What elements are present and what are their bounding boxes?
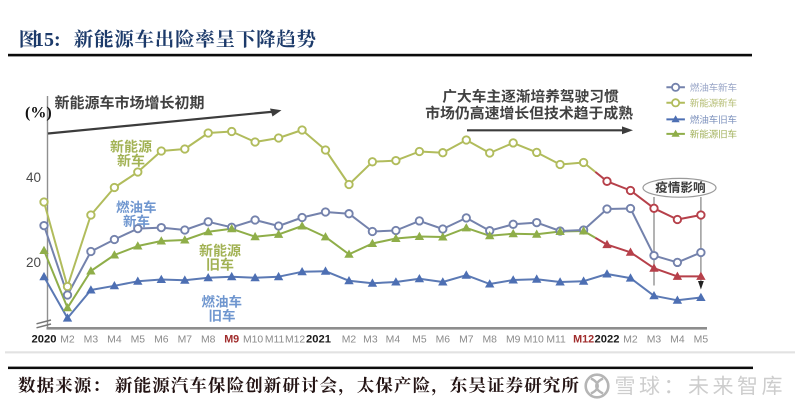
svg-text:M7: M7	[459, 335, 474, 346]
svg-text:M9: M9	[506, 335, 521, 346]
svg-text:M3: M3	[647, 335, 662, 346]
svg-text:M2: M2	[342, 335, 357, 346]
svg-text:M10: M10	[243, 335, 263, 346]
svg-text:M6: M6	[436, 335, 451, 346]
svg-text:M2: M2	[60, 335, 75, 346]
svg-text:M6: M6	[154, 335, 169, 346]
svg-text:M7: M7	[178, 335, 193, 346]
svg-text:40: 40	[26, 170, 41, 185]
svg-text:M3: M3	[363, 335, 378, 346]
svg-text:20: 20	[26, 255, 41, 270]
svg-text:M4: M4	[386, 335, 401, 346]
svg-text:M5: M5	[694, 335, 709, 346]
svg-text:M8: M8	[201, 335, 216, 346]
svg-text:15:: 15:	[34, 29, 61, 51]
svg-text:M11: M11	[265, 335, 285, 346]
svg-text:M8: M8	[482, 335, 497, 346]
svg-text:2022: 2022	[595, 334, 620, 346]
svg-text:M4: M4	[107, 335, 122, 346]
svg-text:M4: M4	[670, 335, 685, 346]
svg-text:M12: M12	[573, 334, 594, 346]
svg-text:M11: M11	[546, 335, 566, 346]
svg-text:2020: 2020	[32, 334, 57, 346]
svg-text:M9: M9	[224, 334, 239, 346]
svg-text:M5: M5	[131, 335, 146, 346]
svg-text:M12: M12	[285, 335, 305, 346]
svg-text:2021: 2021	[306, 334, 331, 346]
svg-text:M2: M2	[623, 335, 638, 346]
svg-text:M10: M10	[524, 335, 544, 346]
svg-text:M5: M5	[412, 335, 427, 346]
svg-text:M3: M3	[84, 335, 99, 346]
svg-text:(%): (%)	[25, 105, 52, 122]
